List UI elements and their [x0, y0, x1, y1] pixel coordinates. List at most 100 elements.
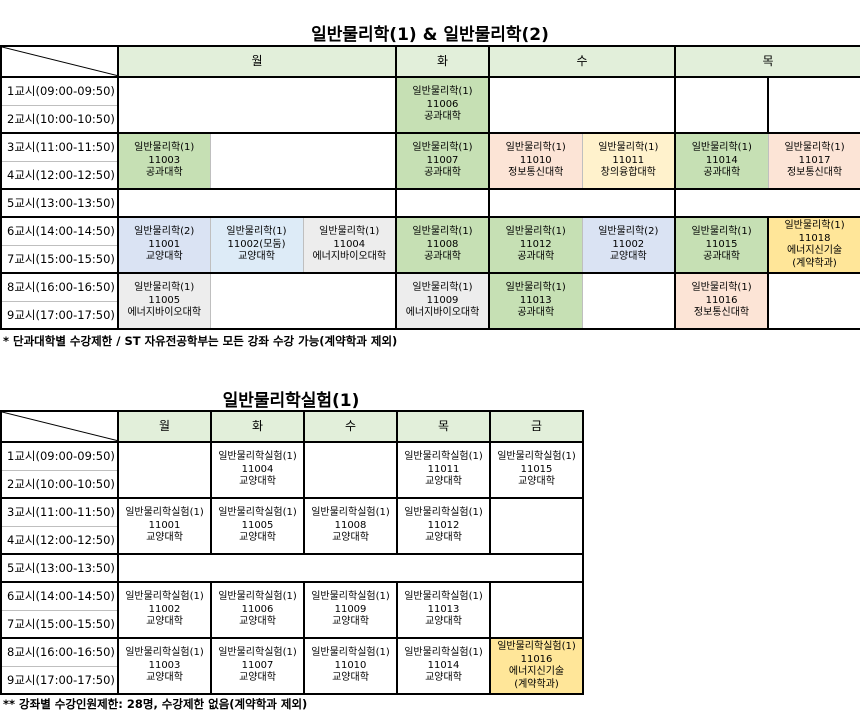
- course-college: 공과대학: [703, 251, 740, 263]
- course-name: 일반물리학(1): [598, 142, 659, 154]
- empty-cell: [117, 553, 584, 583]
- lab-cell: 일반물리학실험(1) 11001 교양대학: [117, 497, 212, 555]
- course-college: 공과대학: [517, 251, 555, 263]
- lab-cell: 일반물리학실험(1) 11007 교양대학: [210, 637, 305, 695]
- course-name: 일반물리학(1): [505, 226, 566, 238]
- course-college: 공과대학: [424, 111, 461, 123]
- course-name: 일반물리학(1): [505, 142, 566, 154]
- course-name: 일반물리학실험(1): [311, 647, 390, 659]
- course-cell: 일반물리학(1) 11003 공과대학: [117, 132, 211, 190]
- course-name: 일반물리학(2): [598, 226, 659, 238]
- course-name: 일반물리학(1): [412, 86, 473, 98]
- course-college: 공과대학: [424, 251, 461, 263]
- course-name: 일반물리학(1): [412, 226, 473, 238]
- course-code: 11014: [427, 659, 460, 671]
- empty-cell: [209, 132, 397, 190]
- course-name: 일반물리학실험(1): [497, 641, 576, 652]
- course-code: 11012: [427, 519, 460, 531]
- day-header-fri: 금: [489, 410, 584, 443]
- empty-cell: [488, 188, 676, 218]
- day-header-wed: 수: [303, 410, 398, 443]
- course-college: 교양대학: [146, 672, 183, 684]
- course-name: 일반물리학(2): [134, 226, 195, 238]
- empty-cell: [489, 497, 584, 555]
- course-code: 11002: [612, 238, 645, 250]
- lab-cell: 일반물리학실험(1) 11004 교양대학: [210, 441, 305, 499]
- course-name: 일반물리학실험(1): [218, 647, 297, 659]
- lab-cell: 일반물리학실험(1) 11013 교양대학: [396, 581, 491, 639]
- period-label: 7교시(15:00-15:50): [0, 609, 119, 639]
- day-header-mon: 월: [117, 410, 212, 443]
- course-name: 일반물리학(1): [319, 226, 380, 238]
- course-cell: 일반물리학(1) 11008 공과대학: [395, 216, 490, 274]
- course-code: 11005: [148, 294, 181, 306]
- day-header-tue: 화: [395, 45, 490, 78]
- period-label: 9교시(17:00-17:50): [0, 300, 119, 330]
- course-college: 교양대학: [146, 616, 183, 628]
- day-header-thu: 목: [674, 45, 860, 78]
- course-name: 일반물리학실험(1): [311, 591, 390, 603]
- course-college: 교양대학: [425, 476, 462, 488]
- lab-timetable: 월 화 수 목 금 1교시(09:00-09:50) 일반물리학실험(1) 11…: [0, 410, 584, 695]
- course-college: 교양대학: [425, 672, 462, 684]
- course-code: 11003: [148, 659, 181, 671]
- table2-title: 일반물리학실험(1): [222, 391, 360, 411]
- course-college: 교양대학: [239, 532, 276, 544]
- period-label: 9교시(17:00-17:50): [0, 665, 119, 695]
- course-name: 일반물리학실험(1): [125, 507, 204, 519]
- period-label: 8교시(16:00-16:50): [0, 272, 119, 302]
- course-note: (계약학과): [792, 257, 837, 269]
- course-college: 정보통신대학: [693, 307, 750, 319]
- course-code: 11016: [705, 294, 738, 306]
- course-cell: 일반물리학(1) 11006 공과대학: [395, 76, 490, 134]
- empty-cell: [209, 272, 397, 330]
- course-college: 교양대학: [609, 251, 647, 263]
- empty-cell: [767, 76, 860, 134]
- course-college: 교양대학: [425, 616, 462, 628]
- course-name: 일반물리학실험(1): [404, 507, 483, 519]
- course-college: 교양대학: [146, 532, 183, 544]
- course-college: 에너지신기술: [786, 245, 843, 256]
- lab-cell: 일반물리학실험(1) 11014 교양대학: [396, 637, 491, 695]
- course-code: 11006: [426, 98, 459, 110]
- course-cell: 일반물리학(1) 11002(모둠) 교양대학: [209, 216, 304, 274]
- course-college: 창의융합대학: [600, 167, 656, 179]
- course-cell: 일반물리학(1) 11018 에너지신기술 (계약학과): [767, 216, 860, 274]
- course-code: 11005: [241, 519, 274, 531]
- course-college: 교양대학: [425, 532, 462, 544]
- course-code: 11004: [241, 463, 274, 475]
- course-college: 공과대학: [424, 167, 461, 179]
- course-code: 11010: [334, 659, 367, 671]
- course-college: 에너지바이오대학: [127, 307, 202, 319]
- day-header-wed: 수: [488, 45, 676, 78]
- period-label: 1교시(09:00-09:50): [0, 441, 119, 471]
- day-header-mon: 월: [116, 45, 397, 78]
- course-college: 교양대학: [239, 672, 276, 684]
- course-college: 교양대학: [332, 532, 369, 544]
- course-name: 일반물리학실험(1): [311, 507, 390, 519]
- course-note: (계약학과): [514, 678, 559, 690]
- course-code: 11009: [334, 603, 367, 615]
- corner-cell: [0, 45, 119, 78]
- course-name: 일반물리학실험(1): [404, 647, 483, 659]
- course-code: 11003: [148, 154, 181, 166]
- empty-cell: [116, 188, 397, 218]
- course-code: 11007: [241, 659, 274, 671]
- empty-cell: [674, 76, 769, 134]
- period-label: 2교시(10:00-10:50): [0, 104, 119, 134]
- course-code: 11015: [705, 238, 738, 250]
- course-cell: 일반물리학(1) 11015 공과대학: [674, 216, 769, 274]
- table2-footnote: ** 강좌별 수강인원제한: 28명, 수강제한 없음(계약학과 제외): [3, 697, 308, 711]
- lab-cell: 일반물리학실험(1) 11016 에너지신기술 (계약학과): [489, 637, 584, 695]
- course-college: 교양대학: [239, 616, 276, 628]
- course-cell: 일반물리학(1) 11016 정보통신대학: [674, 272, 769, 330]
- course-code: 11004: [333, 238, 366, 250]
- course-code: 11012: [519, 238, 552, 250]
- course-name: 일반물리학(1): [412, 142, 473, 154]
- course-college: 에너지바이오대학: [405, 307, 480, 319]
- lecture-timetable: 월 화 수 목 금 1교시(09:00-09:50) 일반물리학(1) 1100…: [0, 45, 860, 330]
- course-name: 일반물리학(1): [412, 282, 473, 294]
- course-college: 정보통신대학: [508, 167, 564, 179]
- empty-cell: [581, 272, 676, 330]
- course-college: 정보통신대학: [786, 167, 843, 179]
